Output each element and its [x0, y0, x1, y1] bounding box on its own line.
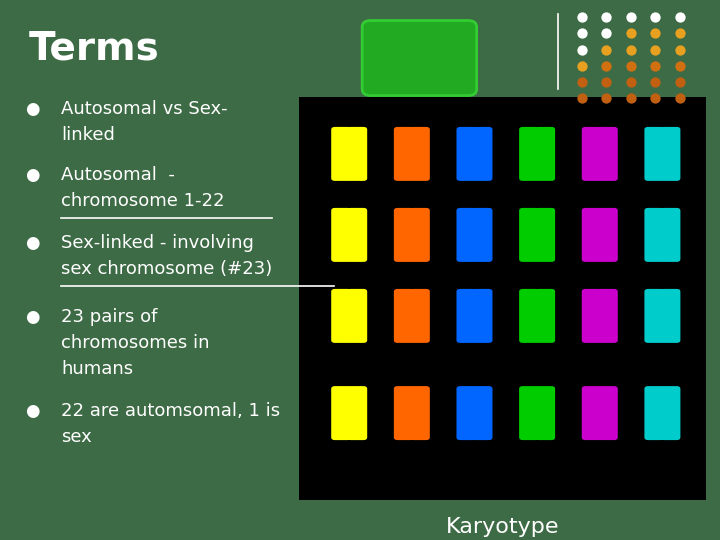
- FancyBboxPatch shape: [394, 127, 414, 181]
- Point: [674, 13, 685, 22]
- Point: [649, 13, 661, 22]
- Point: [576, 94, 588, 103]
- Point: [625, 29, 636, 38]
- FancyBboxPatch shape: [299, 97, 706, 500]
- FancyBboxPatch shape: [519, 208, 539, 262]
- Text: 22 are automsomal, 1 is: 22 are automsomal, 1 is: [61, 402, 280, 420]
- FancyBboxPatch shape: [644, 289, 665, 343]
- Text: linked: linked: [61, 126, 115, 144]
- FancyBboxPatch shape: [598, 127, 618, 181]
- FancyBboxPatch shape: [456, 386, 477, 440]
- FancyBboxPatch shape: [347, 127, 367, 181]
- Point: [576, 78, 588, 86]
- Point: [625, 78, 636, 86]
- Point: [576, 62, 588, 70]
- FancyBboxPatch shape: [519, 289, 539, 343]
- FancyBboxPatch shape: [535, 386, 555, 440]
- Point: [674, 78, 685, 86]
- FancyBboxPatch shape: [456, 208, 477, 262]
- FancyBboxPatch shape: [410, 127, 430, 181]
- Point: [649, 78, 661, 86]
- FancyBboxPatch shape: [472, 208, 492, 262]
- Point: [625, 94, 636, 103]
- Point: [600, 29, 612, 38]
- FancyBboxPatch shape: [456, 289, 477, 343]
- Point: [625, 62, 636, 70]
- FancyBboxPatch shape: [598, 289, 618, 343]
- FancyBboxPatch shape: [582, 127, 602, 181]
- FancyBboxPatch shape: [410, 386, 430, 440]
- Point: [576, 29, 588, 38]
- Point: [649, 29, 661, 38]
- Text: Autosomal  -: Autosomal -: [61, 166, 175, 184]
- FancyBboxPatch shape: [394, 386, 414, 440]
- Text: ●: ●: [25, 234, 40, 252]
- FancyBboxPatch shape: [535, 289, 555, 343]
- Text: Autosomal vs Sex-: Autosomal vs Sex-: [61, 100, 228, 118]
- FancyBboxPatch shape: [582, 208, 602, 262]
- Point: [674, 62, 685, 70]
- Text: sex: sex: [61, 428, 92, 446]
- FancyBboxPatch shape: [456, 127, 477, 181]
- Point: [600, 78, 612, 86]
- Point: [625, 45, 636, 54]
- Point: [625, 13, 636, 22]
- FancyBboxPatch shape: [472, 127, 492, 181]
- Point: [674, 29, 685, 38]
- FancyBboxPatch shape: [331, 386, 351, 440]
- Point: [649, 62, 661, 70]
- FancyBboxPatch shape: [535, 127, 555, 181]
- FancyBboxPatch shape: [582, 386, 602, 440]
- Text: ●: ●: [25, 166, 40, 184]
- FancyBboxPatch shape: [472, 289, 492, 343]
- FancyBboxPatch shape: [347, 289, 367, 343]
- Text: humans: humans: [61, 360, 133, 377]
- FancyBboxPatch shape: [598, 208, 618, 262]
- Text: Sex-linked - involving: Sex-linked - involving: [61, 234, 254, 252]
- FancyBboxPatch shape: [410, 289, 430, 343]
- Text: chromosome 1-22: chromosome 1-22: [61, 192, 225, 210]
- FancyBboxPatch shape: [660, 208, 680, 262]
- Point: [600, 94, 612, 103]
- FancyBboxPatch shape: [660, 289, 680, 343]
- FancyBboxPatch shape: [644, 127, 665, 181]
- Text: ●: ●: [25, 402, 40, 420]
- FancyBboxPatch shape: [519, 386, 539, 440]
- FancyBboxPatch shape: [644, 386, 665, 440]
- Point: [649, 45, 661, 54]
- Text: 23 pairs of: 23 pairs of: [61, 308, 158, 326]
- FancyBboxPatch shape: [535, 208, 555, 262]
- Text: ●: ●: [25, 308, 40, 326]
- FancyBboxPatch shape: [331, 127, 351, 181]
- FancyBboxPatch shape: [644, 208, 665, 262]
- FancyBboxPatch shape: [660, 386, 680, 440]
- Point: [649, 94, 661, 103]
- FancyBboxPatch shape: [519, 127, 539, 181]
- Point: [600, 13, 612, 22]
- FancyBboxPatch shape: [660, 127, 680, 181]
- Text: Karyotype: Karyotype: [446, 517, 559, 537]
- FancyBboxPatch shape: [598, 386, 618, 440]
- FancyBboxPatch shape: [331, 289, 351, 343]
- FancyBboxPatch shape: [394, 289, 414, 343]
- Point: [576, 45, 588, 54]
- Text: sex chromosome (#23): sex chromosome (#23): [61, 260, 272, 278]
- FancyBboxPatch shape: [410, 208, 430, 262]
- Point: [674, 45, 685, 54]
- FancyBboxPatch shape: [582, 289, 602, 343]
- Text: Terms: Terms: [29, 30, 160, 68]
- FancyBboxPatch shape: [331, 208, 351, 262]
- FancyBboxPatch shape: [347, 208, 367, 262]
- Point: [674, 94, 685, 103]
- FancyBboxPatch shape: [362, 21, 477, 96]
- Text: ●: ●: [25, 100, 40, 118]
- FancyBboxPatch shape: [472, 386, 492, 440]
- FancyBboxPatch shape: [347, 386, 367, 440]
- Point: [600, 45, 612, 54]
- Point: [600, 62, 612, 70]
- Point: [576, 13, 588, 22]
- FancyBboxPatch shape: [394, 208, 414, 262]
- Text: chromosomes in: chromosomes in: [61, 334, 210, 352]
